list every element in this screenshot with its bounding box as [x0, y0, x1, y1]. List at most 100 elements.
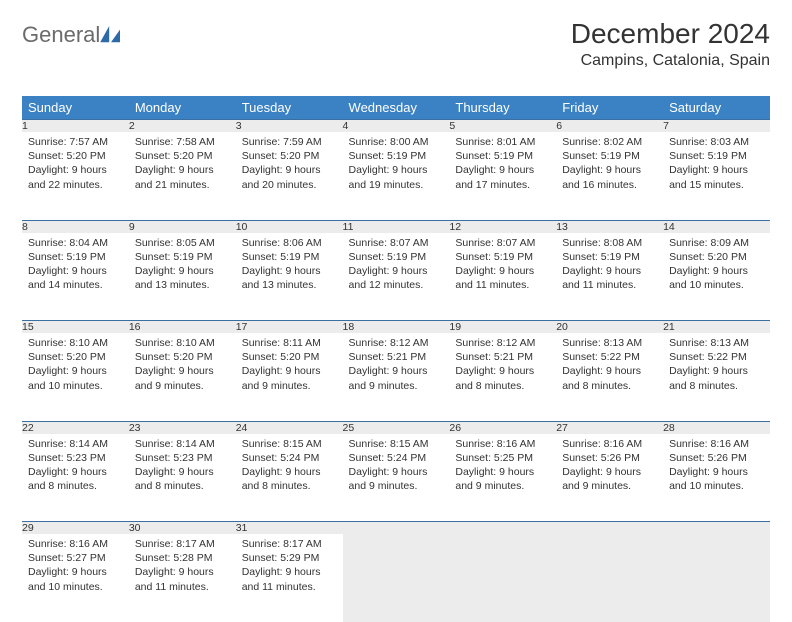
weekday-header: Monday: [129, 96, 236, 120]
day-number: 2: [129, 120, 236, 133]
day-number: 17: [236, 321, 343, 334]
sunset-text: Sunset: 5:20 PM: [28, 149, 123, 163]
day-cell: Sunrise: 8:05 AMSunset: 5:19 PMDaylight:…: [129, 233, 236, 321]
sunrise-text: Sunrise: 8:13 AM: [669, 336, 764, 350]
daylight-text: Daylight: 9 hours and 10 minutes.: [28, 565, 123, 593]
sunrise-text: Sunrise: 8:10 AM: [135, 336, 230, 350]
sunrise-text: Sunrise: 8:17 AM: [242, 537, 337, 551]
day-number: 30: [129, 522, 236, 535]
day-number: 9: [129, 220, 236, 233]
sunset-text: Sunset: 5:19 PM: [349, 149, 444, 163]
calendar-table: SundayMondayTuesdayWednesdayThursdayFrid…: [22, 96, 770, 622]
day-number: 14: [663, 220, 770, 233]
day-number: 10: [236, 220, 343, 233]
day-number: 21: [663, 321, 770, 334]
day-cell: Sunrise: 7:57 AMSunset: 5:20 PMDaylight:…: [22, 132, 129, 220]
week-daynum-row: 22232425262728: [22, 421, 770, 434]
daylight-text: Daylight: 9 hours and 10 minutes.: [669, 264, 764, 292]
sunrise-text: Sunrise: 8:02 AM: [562, 135, 657, 149]
logo: General Blue: [22, 24, 122, 88]
daylight-text: Daylight: 9 hours and 10 minutes.: [669, 465, 764, 493]
sunrise-text: Sunrise: 8:09 AM: [669, 236, 764, 250]
day-number: 15: [22, 321, 129, 334]
sunrise-text: Sunrise: 8:12 AM: [455, 336, 550, 350]
daylight-text: Daylight: 9 hours and 19 minutes.: [349, 163, 444, 191]
sunset-text: Sunset: 5:20 PM: [669, 250, 764, 264]
sunrise-text: Sunrise: 7:57 AM: [28, 135, 123, 149]
day-cell: Sunrise: 8:00 AMSunset: 5:19 PMDaylight:…: [343, 132, 450, 220]
daylight-text: Daylight: 9 hours and 8 minutes.: [28, 465, 123, 493]
empty-cell: [343, 522, 450, 535]
sunrise-text: Sunrise: 8:16 AM: [562, 437, 657, 451]
sunrise-text: Sunrise: 8:10 AM: [28, 336, 123, 350]
sunrise-text: Sunrise: 8:15 AM: [349, 437, 444, 451]
day-cell: Sunrise: 8:12 AMSunset: 5:21 PMDaylight:…: [343, 333, 450, 421]
day-number: 25: [343, 421, 450, 434]
day-cell: Sunrise: 7:58 AMSunset: 5:20 PMDaylight:…: [129, 132, 236, 220]
daylight-text: Daylight: 9 hours and 8 minutes.: [135, 465, 230, 493]
sunrise-text: Sunrise: 8:01 AM: [455, 135, 550, 149]
day-number: 23: [129, 421, 236, 434]
day-cell: Sunrise: 8:15 AMSunset: 5:24 PMDaylight:…: [343, 434, 450, 522]
day-number: 13: [556, 220, 663, 233]
empty-cell: [449, 522, 556, 535]
day-number: 3: [236, 120, 343, 133]
day-number: 4: [343, 120, 450, 133]
day-number: 18: [343, 321, 450, 334]
sunrise-text: Sunrise: 8:05 AM: [135, 236, 230, 250]
weekday-header: Friday: [556, 96, 663, 120]
daylight-text: Daylight: 9 hours and 9 minutes.: [349, 465, 444, 493]
daylight-text: Daylight: 9 hours and 15 minutes.: [669, 163, 764, 191]
day-number: 1: [22, 120, 129, 133]
sunset-text: Sunset: 5:23 PM: [135, 451, 230, 465]
week-content-row: Sunrise: 8:10 AMSunset: 5:20 PMDaylight:…: [22, 333, 770, 421]
daylight-text: Daylight: 9 hours and 8 minutes.: [242, 465, 337, 493]
sunset-text: Sunset: 5:19 PM: [349, 250, 444, 264]
daylight-text: Daylight: 9 hours and 9 minutes.: [135, 364, 230, 392]
week-content-row: Sunrise: 8:16 AMSunset: 5:27 PMDaylight:…: [22, 534, 770, 622]
day-number: 27: [556, 421, 663, 434]
day-cell: Sunrise: 8:13 AMSunset: 5:22 PMDaylight:…: [663, 333, 770, 421]
sunrise-text: Sunrise: 8:08 AM: [562, 236, 657, 250]
daylight-text: Daylight: 9 hours and 13 minutes.: [135, 264, 230, 292]
day-cell: Sunrise: 8:07 AMSunset: 5:19 PMDaylight:…: [449, 233, 556, 321]
daylight-text: Daylight: 9 hours and 13 minutes.: [242, 264, 337, 292]
day-number: 5: [449, 120, 556, 133]
sunset-text: Sunset: 5:20 PM: [135, 350, 230, 364]
sunrise-text: Sunrise: 8:16 AM: [669, 437, 764, 451]
daylight-text: Daylight: 9 hours and 8 minutes.: [455, 364, 550, 392]
sunset-text: Sunset: 5:19 PM: [242, 250, 337, 264]
sunrise-text: Sunrise: 8:14 AM: [135, 437, 230, 451]
daylight-text: Daylight: 9 hours and 9 minutes.: [242, 364, 337, 392]
sunrise-text: Sunrise: 8:06 AM: [242, 236, 337, 250]
sunset-text: Sunset: 5:21 PM: [349, 350, 444, 364]
sunrise-text: Sunrise: 7:58 AM: [135, 135, 230, 149]
day-cell: Sunrise: 8:16 AMSunset: 5:26 PMDaylight:…: [663, 434, 770, 522]
day-cell: Sunrise: 7:59 AMSunset: 5:20 PMDaylight:…: [236, 132, 343, 220]
daylight-text: Daylight: 9 hours and 11 minutes.: [455, 264, 550, 292]
sunrise-text: Sunrise: 8:15 AM: [242, 437, 337, 451]
sunrise-text: Sunrise: 8:14 AM: [28, 437, 123, 451]
sunrise-text: Sunrise: 8:13 AM: [562, 336, 657, 350]
sunset-text: Sunset: 5:24 PM: [242, 451, 337, 465]
sunrise-text: Sunrise: 8:17 AM: [135, 537, 230, 551]
daylight-text: Daylight: 9 hours and 8 minutes.: [669, 364, 764, 392]
sunset-text: Sunset: 5:20 PM: [242, 350, 337, 364]
day-number: 28: [663, 421, 770, 434]
sunset-text: Sunset: 5:20 PM: [28, 350, 123, 364]
sunset-text: Sunset: 5:26 PM: [562, 451, 657, 465]
logo-word2: Blue: [0, 66, 122, 88]
daylight-text: Daylight: 9 hours and 11 minutes.: [135, 565, 230, 593]
day-cell: Sunrise: 8:07 AMSunset: 5:19 PMDaylight:…: [343, 233, 450, 321]
empty-cell: [449, 534, 556, 622]
title-block: December 2024 Campins, Catalonia, Spain: [571, 18, 770, 70]
week-daynum-row: 891011121314: [22, 220, 770, 233]
day-cell: Sunrise: 8:03 AMSunset: 5:19 PMDaylight:…: [663, 132, 770, 220]
day-number: 20: [556, 321, 663, 334]
logo-word1: General: [22, 24, 100, 46]
day-cell: Sunrise: 8:10 AMSunset: 5:20 PMDaylight:…: [129, 333, 236, 421]
sunrise-text: Sunrise: 8:11 AM: [242, 336, 337, 350]
location-label: Campins, Catalonia, Spain: [571, 52, 770, 70]
sunrise-text: Sunrise: 8:16 AM: [455, 437, 550, 451]
day-number: 31: [236, 522, 343, 535]
